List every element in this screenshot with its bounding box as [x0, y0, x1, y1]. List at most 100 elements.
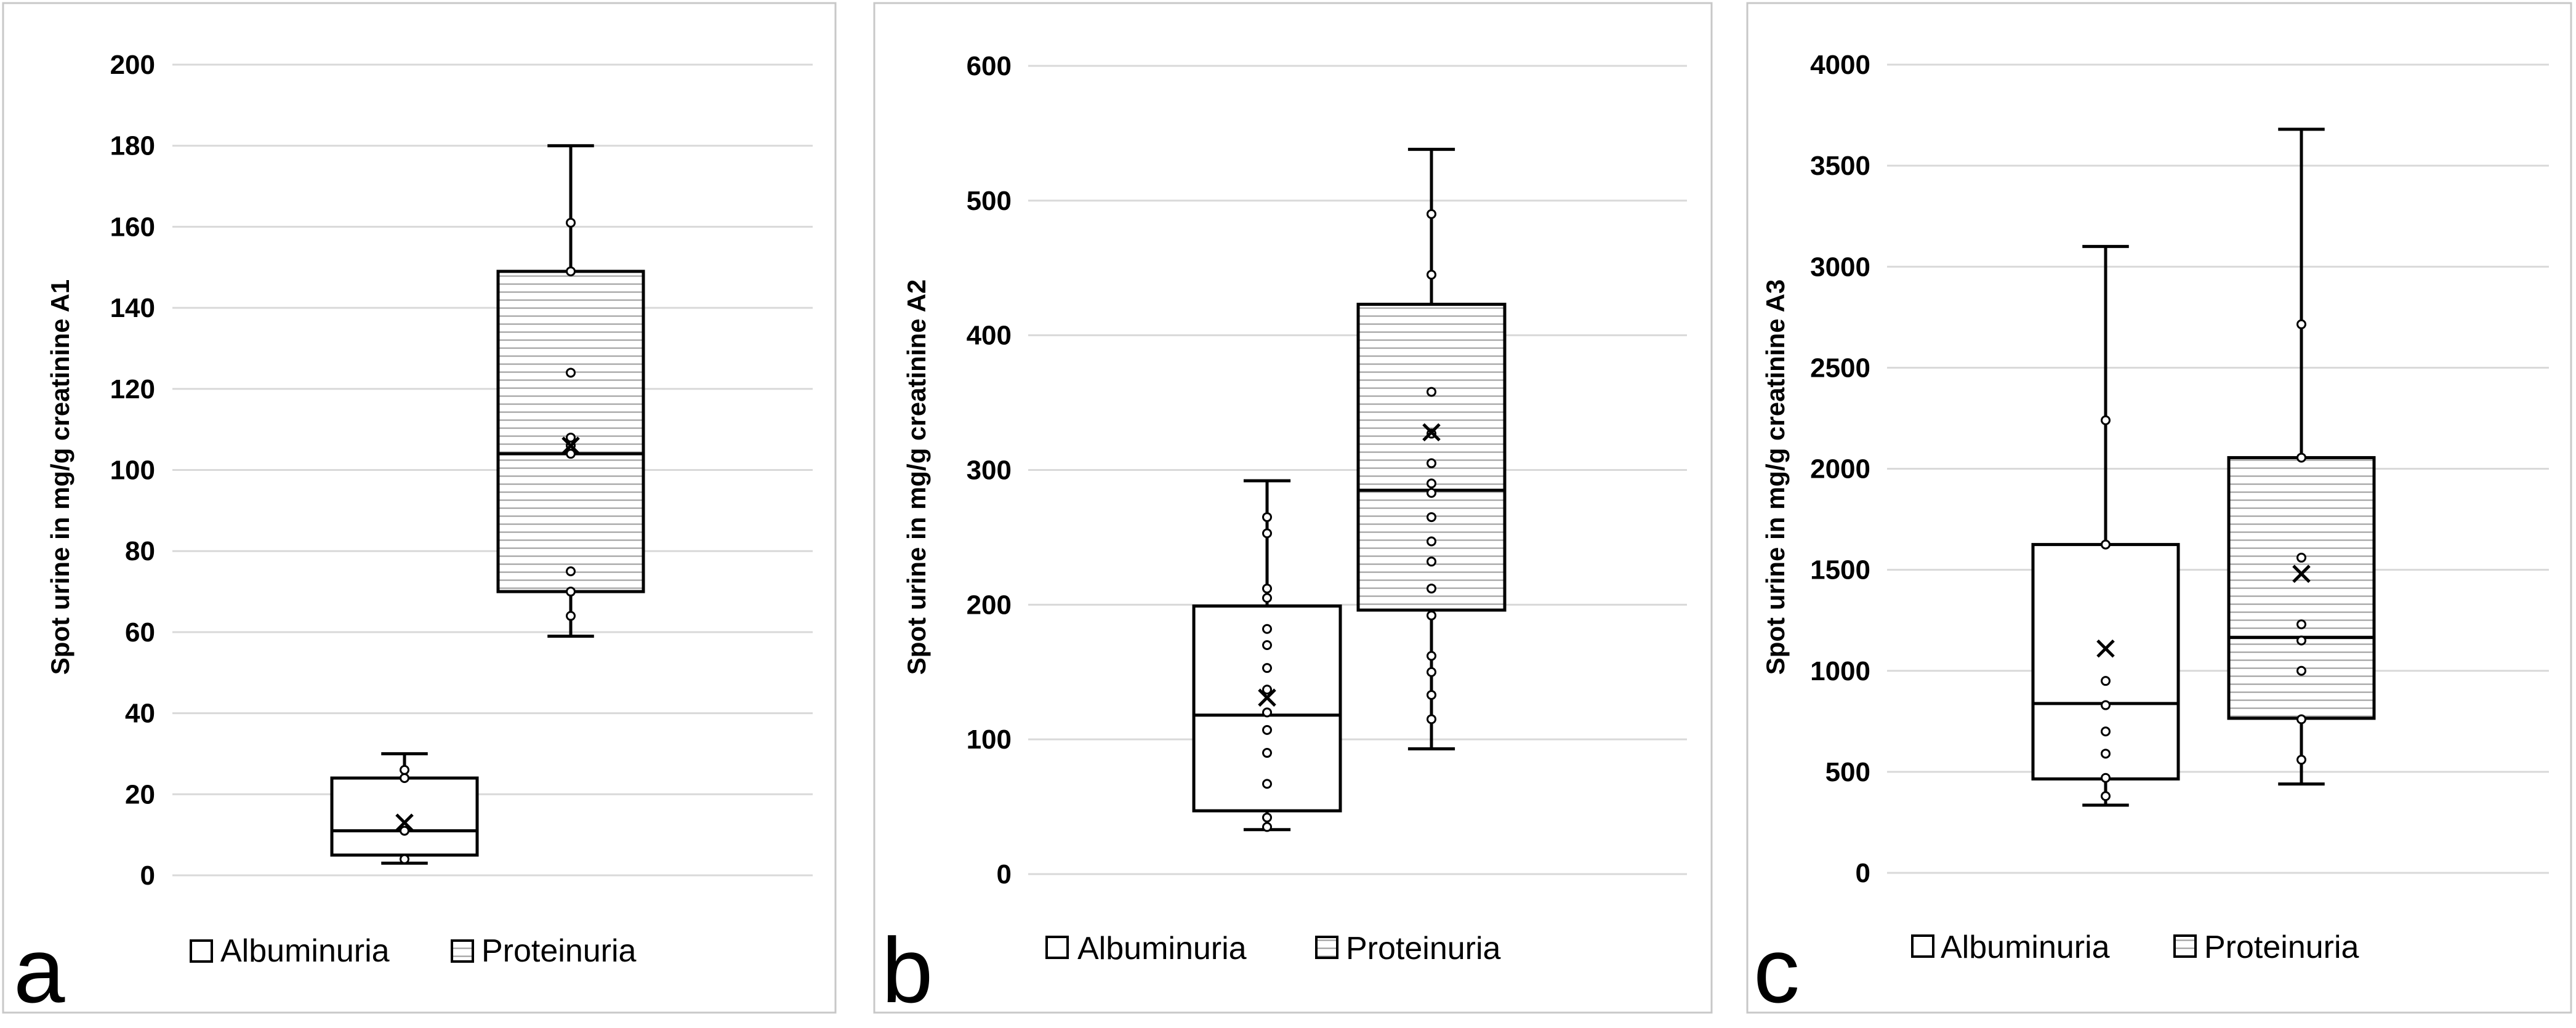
box-proteinuria: [496, 144, 645, 638]
y-tick-label: 500: [1825, 757, 1870, 787]
y-tick-label: 100: [110, 456, 155, 486]
data-point: [1427, 667, 1436, 677]
mean-marker: [561, 436, 580, 455]
y-tick-label: 0: [1856, 858, 1870, 888]
panel-a-y-axis-title: Spot urine in mg/g creatinine A1: [46, 279, 74, 675]
data-point: [2101, 676, 2111, 686]
data-point: [1262, 624, 1272, 634]
panel-c-frame: [1746, 2, 2572, 1014]
y-tick-label: 400: [967, 321, 1012, 351]
data-point: [1262, 748, 1272, 758]
legend-albuminuria-swatch: [1911, 934, 1934, 958]
data-point: [566, 432, 576, 443]
data-point: [1427, 584, 1436, 594]
y-tick-label: 140: [110, 293, 155, 323]
y-tick-label: 1000: [1810, 656, 1870, 686]
data-point: [1427, 536, 1436, 547]
y-tick-label: 500: [967, 186, 1012, 216]
data-point: [1262, 707, 1272, 718]
mean-marker: [1258, 688, 1276, 707]
data-point: [1262, 685, 1272, 695]
y-tick-label: 3500: [1810, 151, 1870, 181]
data-point: [1262, 528, 1272, 539]
panel-b: 0 100 200 300 400 500 600 Spot urine in mg/g c…: [873, 2, 1713, 1022]
data-point: [566, 217, 576, 228]
y-tick-label: 40: [125, 699, 155, 729]
data-point: [1427, 270, 1436, 280]
data-point: [2296, 714, 2306, 725]
data-point: [1262, 663, 1272, 673]
legend-proteinuria-label: Proteinuria: [481, 933, 637, 969]
data-point: [1427, 512, 1436, 523]
legend-albuminuria-label: Albuminuria: [1077, 931, 1247, 966]
data-point: [566, 367, 576, 378]
data-point: [400, 854, 409, 864]
mean-marker: [1422, 423, 1441, 441]
box-albuminuria: [330, 752, 479, 865]
iqr-box: [496, 270, 645, 593]
box-proteinuria: [2227, 127, 2376, 786]
panel-a-boxes: [330, 144, 645, 865]
panel-c-letter: c: [1753, 918, 1800, 1022]
data-point: [566, 587, 576, 597]
y-tick-label: 120: [110, 374, 155, 404]
panel-a-legend: Albuminuria Proteinuria: [190, 933, 637, 969]
data-point: [2101, 539, 2111, 550]
data-point: [1262, 512, 1272, 523]
panel-c-boxes: [2031, 127, 2376, 807]
data-point: [1427, 556, 1436, 567]
legend-albuminuria-label: Albuminuria: [220, 933, 390, 969]
legend-proteinuria-swatch: [1315, 936, 1338, 959]
legend-albuminuria-swatch: [190, 939, 213, 963]
data-point: [1262, 584, 1272, 594]
panel-b-y-tick-labels: 0 100 200 300 400 500 600: [967, 51, 1012, 889]
data-point: [400, 825, 409, 836]
data-point: [2296, 319, 2306, 329]
legend-albuminuria-swatch: [1045, 936, 1069, 959]
y-tick-label: 180: [110, 131, 155, 161]
y-tick-label: 2500: [1810, 353, 1870, 383]
data-point: [2296, 635, 2306, 646]
y-tick-label: 200: [110, 50, 155, 80]
data-point: [1262, 593, 1272, 603]
data-point: [566, 566, 576, 577]
box-albuminuria: [1192, 479, 1342, 832]
panel-a-y-tick-labels: 0 20 40 60 80 100 120 140 160 180 200: [110, 50, 155, 891]
data-point: [1427, 610, 1436, 620]
data-point: [2296, 755, 2306, 765]
y-tick-label: 3000: [1810, 252, 1870, 282]
data-point: [1262, 779, 1272, 789]
box-albuminuria: [2031, 244, 2180, 807]
data-point: [2101, 415, 2111, 425]
data-point: [2296, 619, 2306, 630]
data-point: [400, 765, 409, 775]
y-tick-label: 80: [125, 536, 155, 566]
data-point: [1262, 813, 1272, 823]
panel-a: 0 20 40 60 80 100 120 140 160 180 200 Spot urine i…: [2, 2, 837, 1022]
legend-proteinuria-label: Proteinuria: [2204, 930, 2359, 965]
data-point: [566, 611, 576, 621]
panel-c-y-tick-labels: 0 500 1000 1500 2000 2500 3000 3500 4000: [1810, 50, 1870, 888]
y-tick-label: 0: [140, 861, 155, 891]
legend-albuminuria-label: Albuminuria: [1941, 930, 2110, 965]
data-point: [1427, 689, 1436, 700]
panel-c-legend: Albuminuria Proteinuria: [1911, 930, 2359, 965]
data-point: [2296, 552, 2306, 563]
data-point: [1427, 209, 1436, 219]
box-proteinuria: [1356, 148, 1507, 750]
y-tick-label: 60: [125, 617, 155, 648]
mean-marker: [2096, 639, 2115, 658]
panel-b-frame: [873, 2, 1713, 1014]
data-point: [2101, 700, 2111, 710]
y-tick-label: 2000: [1810, 454, 1870, 484]
y-tick-label: 100: [967, 725, 1012, 755]
data-point: [1427, 714, 1436, 725]
data-point: [2101, 749, 2111, 759]
mean-marker: [2292, 564, 2311, 583]
panel-c-y-axis-title: Spot urine in mg/g creatinine A3: [1761, 279, 1790, 675]
panel-c: 0 500 1000 1500 2000 2500 3000 3500 4000 Spot ur…: [1746, 2, 2572, 1022]
panel-b-letter: b: [882, 918, 933, 1022]
y-tick-label: 20: [125, 779, 155, 809]
legend-proteinuria-label: Proteinuria: [1346, 931, 1501, 966]
panel-b-legend: Albuminuria Proteinuria: [1045, 931, 1501, 966]
